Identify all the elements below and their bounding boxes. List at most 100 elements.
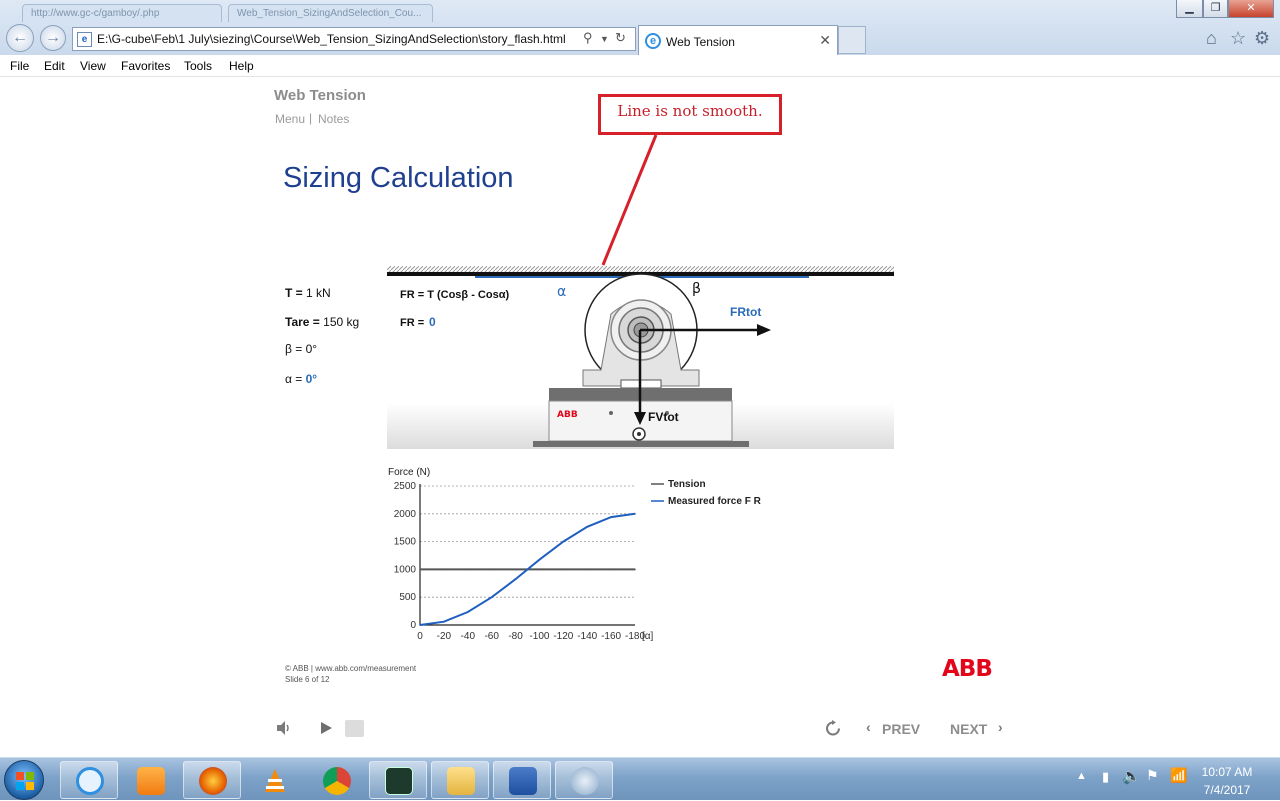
network-signal-icon[interactable]: 📶 [1170,767,1188,783]
clock-date[interactable]: 7/4/2017 [1203,783,1251,797]
close-window-button[interactable]: ✕ [1228,0,1274,18]
menu-file[interactable]: File [10,59,30,73]
speaker-icon[interactable]: 🔈 [1122,768,1141,785]
back-icon[interactable]: ← [6,24,34,52]
beta-param: β = 0° [285,342,317,356]
fvtot-label: FVtot [648,410,679,424]
x-axis-label: [α] [642,631,654,642]
course-title: Web Tension [274,87,366,104]
beta-symbol: β [692,281,701,297]
x-tick-label: -160 [601,631,621,642]
navigation-row: ← → e E:\G-cube\Feb\1 July\siezing\Cours… [0,22,1280,55]
data-point [634,568,636,571]
x-tick-label: -40 [461,631,476,642]
player-controls: ‹ PREV NEXT › [0,712,1280,746]
tension-label: T = [285,286,303,300]
menu-tools[interactable]: Tools [184,59,213,73]
tare-param: Tare = 150 kg [285,315,359,329]
y-tick-label: 500 [399,592,416,603]
chart-ylabel: Force (N) [388,467,430,478]
word-icon [509,767,537,795]
battery-icon[interactable]: ▮ [1102,769,1110,784]
data-point [419,624,421,626]
vlc-icon [265,769,285,792]
show-hidden-icons-icon[interactable]: ▲ [1076,770,1087,782]
menu-link[interactable]: Menu [275,112,306,126]
data-point [490,596,493,598]
volume-icon[interactable] [276,720,292,736]
firefox-icon [199,767,227,795]
ie-icon: e [645,33,661,49]
dropdown-icon[interactable]: ▼ [600,34,609,44]
y-tick-label: 1000 [394,564,417,575]
background-tab[interactable]: http://www.gc-c/gamboy/.php [22,4,222,22]
chevron-left-icon[interactable]: ‹ [866,719,871,735]
clock-time[interactable]: 10:07 AM [1201,765,1253,779]
data-point [634,513,636,515]
taskbar-ie[interactable] [60,761,118,799]
notes-link[interactable]: Notes [318,112,350,126]
maximize-button[interactable]: ❐ [1203,0,1228,18]
address-bar[interactable]: e E:\G-cube\Feb\1 July\siezing\Course\We… [72,27,636,51]
play-icon[interactable] [319,721,333,735]
data-point [466,611,469,613]
chrome-icon [323,767,351,795]
abb-logo: ABB [942,656,993,682]
close-tab-icon[interactable]: ✕ [819,32,831,48]
forward-icon[interactable]: → [40,25,66,51]
taskbar-firefox[interactable] [183,761,241,799]
taskbar-storyline[interactable] [369,761,427,799]
taskbar: ▲ ▮ 🔈 ⚑ 📶 [0,757,1280,800]
next-button[interactable]: NEXT [950,721,988,737]
frtot-arrowhead [757,324,771,336]
data-point [538,558,541,561]
data-point [490,568,493,571]
new-tab-button[interactable] [838,26,866,54]
minimize-button[interactable]: ▁ [1176,0,1203,18]
gear-icon[interactable]: ⚙ [1254,28,1271,48]
menu-favorites[interactable]: Favorites [121,59,171,73]
alpha-value: 0° [305,372,318,386]
roller-diagram: ABB FR = T (Cosβ - Cosα) FR = 0 α β FRto… [387,266,894,449]
menu-view[interactable]: View [80,59,106,73]
taskbar-network-app[interactable] [555,761,613,799]
chevron-right-icon[interactable]: › [998,719,1003,735]
start-button[interactable] [4,760,44,800]
taskbar-chrome[interactable] [307,761,365,799]
ceiling-hatch [387,266,894,272]
frtot-label: FRtot [730,305,761,319]
search-icon[interactable]: ⚲ [583,30,593,45]
tare-value: 150 kg [323,315,360,329]
data-point [610,516,612,518]
alpha-symbol: α [557,284,566,300]
windows-flag-icon [16,772,34,790]
tension-value: 1 kN [306,286,331,300]
media-player-icon [137,767,165,795]
beta-label: β = [285,342,303,356]
separator: | [309,111,313,125]
y-tick-label: 0 [410,620,416,631]
action-center-icon[interactable]: ⚑ [1146,767,1159,783]
stop-icon[interactable] [345,720,364,737]
data-point [562,568,565,571]
taskbar-media-player[interactable] [121,761,179,799]
refresh-icon[interactable]: ↻ [615,30,626,45]
background-tab-strip: http://www.gc-c/gamboy/.php Web_Tension_… [0,0,1280,22]
home-icon[interactable]: ⌂ [1206,28,1217,48]
menu-edit[interactable]: Edit [44,59,65,73]
favorites-star-icon[interactable]: ☆ [1230,28,1247,48]
prev-button[interactable]: PREV [882,721,921,737]
background-tab[interactable]: Web_Tension_SizingAndSelection_Cou... [228,4,433,22]
x-tick-label: -80 [508,631,523,642]
base-plate [533,441,749,447]
replay-icon[interactable] [825,720,842,737]
taskbar-vlc[interactable] [245,761,303,799]
taskbar-word[interactable] [493,761,551,799]
menu-help[interactable]: Help [229,59,254,73]
tab-web-tension[interactable]: e Web Tension ✕ [638,25,838,55]
data-point [586,526,589,528]
x-tick-label: -20 [437,631,452,642]
taskbar-explorer[interactable] [431,761,489,799]
data-point [443,568,445,571]
alpha-label: α = [285,372,303,386]
